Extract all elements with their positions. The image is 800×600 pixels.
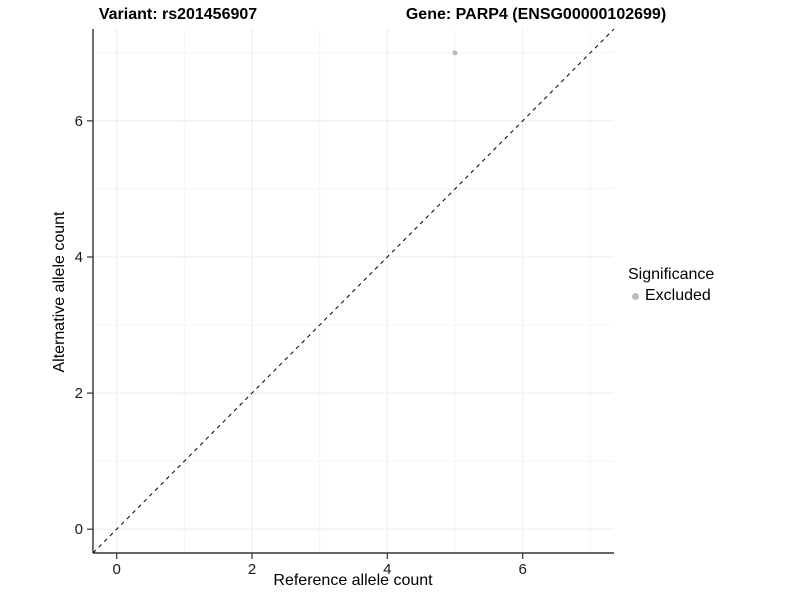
plot-title-variant: Variant: rs201456907 <box>98 6 258 23</box>
x-tick-label: 2 <box>248 561 256 578</box>
legend: Significance Excluded <box>628 266 714 305</box>
y-axis-title: Alternative allele count <box>51 211 68 373</box>
x-tick-label: 4 <box>383 561 391 578</box>
legend-item-excluded: Excluded <box>628 287 714 305</box>
plot-title-gene: Gene: PARP4 (ENSG00000102699) <box>405 6 667 23</box>
x-tick-label: 0 <box>113 561 121 578</box>
data-point <box>452 50 458 56</box>
legend-title: Significance <box>628 266 715 283</box>
identity-dashed-line <box>92 28 615 554</box>
x-tick-label: 6 <box>518 561 526 578</box>
y-tick-label: 6 <box>75 113 83 130</box>
y-tick-label: 2 <box>75 385 83 402</box>
x-axis-title: Reference allele count <box>273 572 433 589</box>
legend-item-label: Excluded <box>645 287 711 304</box>
y-tick-label: 4 <box>75 249 83 266</box>
y-tick-label: 0 <box>75 521 83 538</box>
legend-point-icon <box>632 292 639 300</box>
